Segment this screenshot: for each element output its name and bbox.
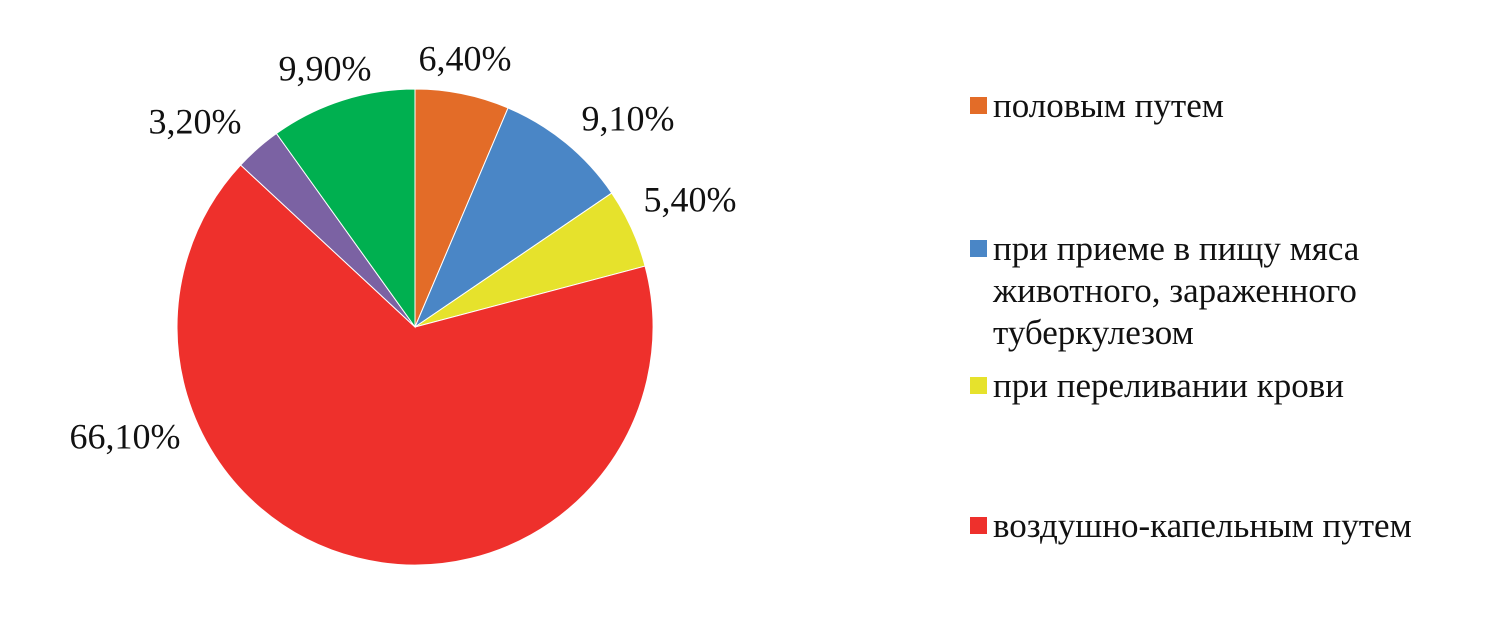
data-label: 5,40% (644, 179, 737, 219)
legend-item: воздушно-капельным путем (970, 505, 1470, 547)
legend-swatch (970, 377, 987, 394)
legend-label: при переливании крови (993, 366, 1345, 405)
legend-item: при приеме в пищу мяса животного, зараже… (970, 228, 1470, 354)
data-label: 9,10% (582, 98, 675, 138)
data-label: 3,20% (149, 101, 242, 141)
pie-slice (413, 107, 613, 329)
pie-slice (275, 88, 416, 329)
legend-label: при приеме в пищу мяса животного, зараже… (993, 229, 1360, 352)
data-label: 9,90% (279, 48, 372, 88)
legend-item: при переливании крови (970, 365, 1470, 407)
data-label: 66,10% (70, 416, 181, 456)
pie-slice (176, 164, 654, 566)
data-label: 6,40% (419, 38, 512, 78)
pie-area: 6,40% 9,10% 5,40% 66,10% 3,20% 9,90% (70, 38, 737, 566)
legend-swatch (970, 240, 987, 257)
legend-label: воздушно-капельным путем (993, 506, 1412, 545)
legend-swatch (970, 517, 987, 534)
legend-swatch (970, 97, 987, 114)
legend-label: половым путем (993, 86, 1224, 125)
legend-item: половым путем (970, 85, 1470, 127)
